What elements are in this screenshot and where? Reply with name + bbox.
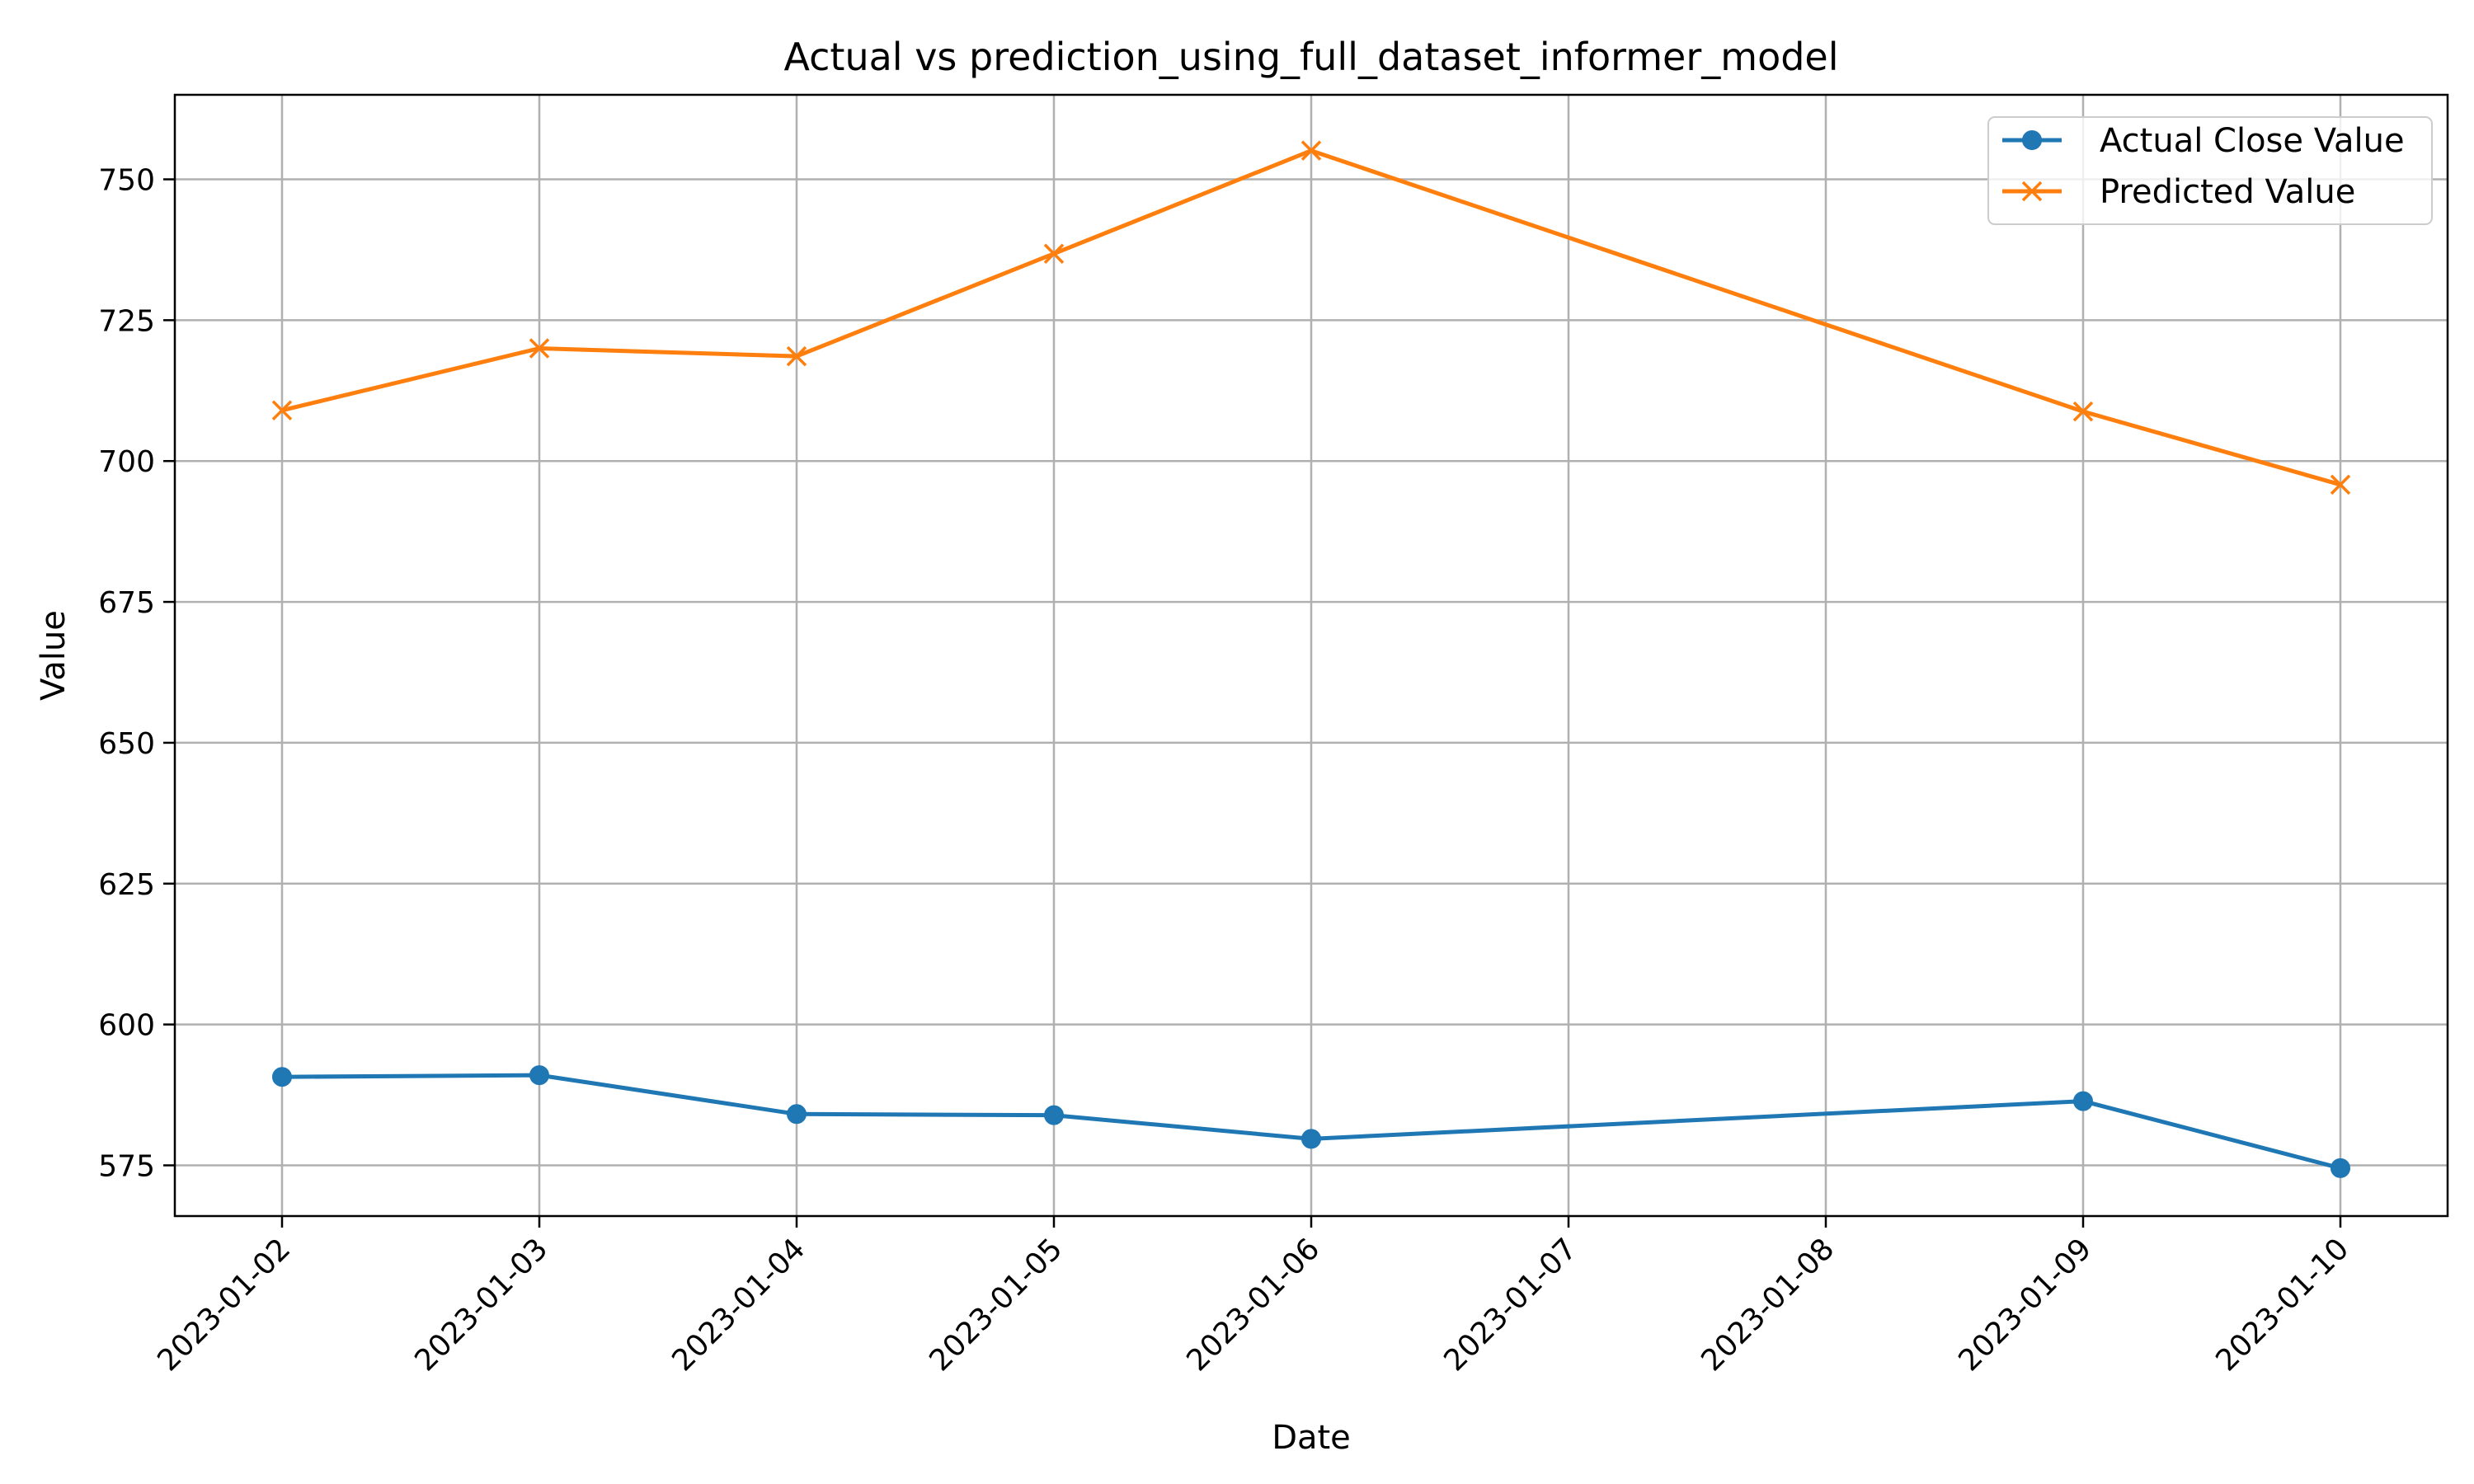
data-point-actual-close-value [530,1066,548,1084]
y-tick-label: 700 [98,445,155,479]
y-axis-label: Value [35,610,73,701]
y-tick-label: 650 [98,727,155,761]
data-point-actual-close-value [2074,1092,2092,1111]
legend-marker-actual-close-value [2023,131,2041,149]
y-tick-label: 675 [98,586,155,620]
data-point-actual-close-value [2331,1159,2349,1177]
y-tick-label: 725 [98,304,155,338]
legend-label-actual-close-value: Actual Close Value [2100,122,2405,160]
y-tick-label: 600 [98,1009,155,1043]
chart-title: Actual vs prediction_using_full_dataset_… [783,35,1838,79]
legend-label-predicted-value: Predicted Value [2100,173,2355,211]
data-point-actual-close-value [273,1068,291,1086]
y-tick-label: 750 [98,164,155,198]
x-axis-label: Date [1272,1419,1351,1457]
data-point-actual-close-value [1302,1129,1320,1148]
data-point-actual-close-value [1045,1106,1063,1125]
y-tick-label: 575 [98,1149,155,1183]
data-point-actual-close-value [788,1105,806,1123]
y-tick-label: 625 [98,868,155,902]
legend: Actual Close Value Predicted Value [1988,117,2432,224]
